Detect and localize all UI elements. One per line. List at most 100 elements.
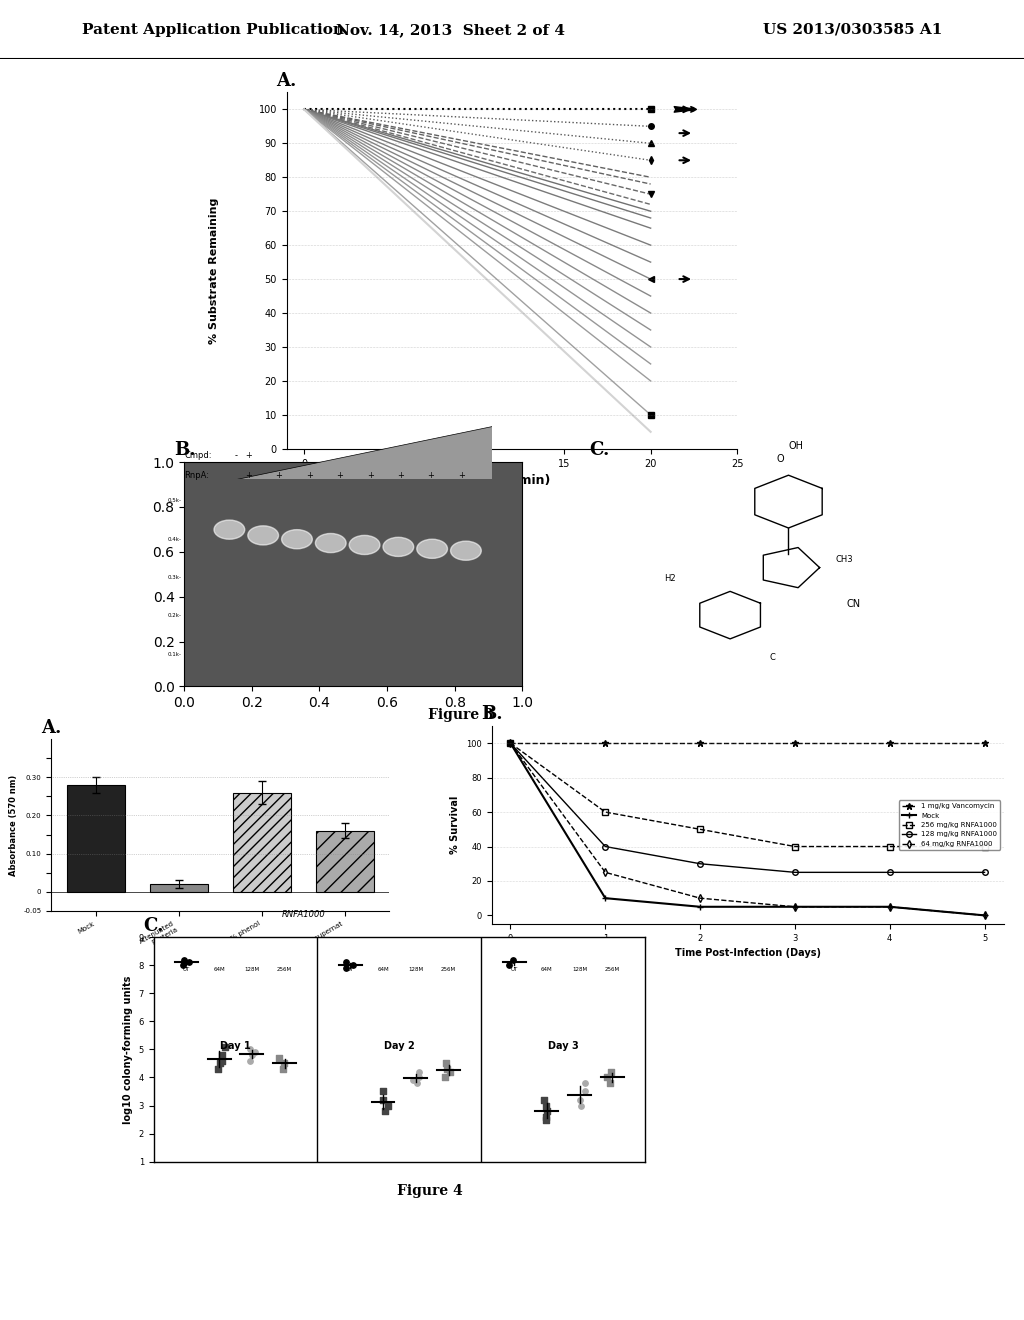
Text: RNFA1000: RNFA1000 [282, 909, 325, 919]
Point [538, 1109, 554, 1130]
Point [212, 1053, 228, 1074]
Point [539, 1101, 555, 1122]
Text: Day 3: Day 3 [548, 1041, 579, 1052]
Point [338, 957, 354, 978]
Text: OH: OH [788, 441, 804, 451]
Line: 128 mg/kg RNFA1000: 128 mg/kg RNFA1000 [508, 741, 987, 875]
Point [411, 1061, 427, 1082]
Text: +: + [458, 471, 465, 479]
Text: A.: A. [41, 718, 61, 737]
Circle shape [349, 536, 380, 554]
Line: 64 mg/kg RNFA1000: 64 mg/kg RNFA1000 [508, 741, 987, 919]
Mock [788, 899, 801, 915]
Text: Figure 4: Figure 4 [397, 1184, 463, 1197]
Point [411, 1067, 427, 1088]
Text: -   +: - + [234, 451, 253, 459]
Text: Figure 3: Figure 3 [428, 709, 494, 722]
Point [217, 1036, 233, 1057]
Point [242, 1051, 258, 1072]
1 mg/kg Vancomycin [978, 735, 990, 751]
Bar [150, 884, 208, 892]
Point [175, 954, 191, 975]
Text: RnpA:: RnpA: [184, 471, 209, 479]
Text: Day 1: Day 1 [220, 1041, 251, 1052]
Text: 0.2k-: 0.2k- [168, 614, 182, 618]
Text: 64M: 64M [541, 966, 553, 972]
Point [275, 1059, 292, 1080]
Text: 128M: 128M [572, 966, 587, 972]
64 mg/kg RNFA1000 [694, 890, 707, 906]
Text: O: O [777, 454, 784, 465]
128 mg/kg RNFA1000 [694, 855, 707, 871]
Point [213, 1051, 229, 1072]
128 mg/kg RNFA1000 [599, 838, 611, 854]
Circle shape [451, 541, 481, 560]
Text: Cmpd:: Cmpd: [184, 451, 212, 459]
Text: US 2013/0303585 A1: US 2013/0303585 A1 [763, 22, 942, 37]
Text: 128M: 128M [245, 966, 259, 972]
Text: 256M: 256M [278, 966, 292, 972]
Mock [978, 907, 990, 923]
Text: 0.4k-: 0.4k- [168, 537, 182, 541]
Point [603, 1061, 620, 1082]
1 mg/kg Vancomycin [694, 735, 707, 751]
Point [379, 1096, 395, 1117]
Text: H2: H2 [664, 574, 676, 583]
256 mg/kg RNFA1000 [599, 804, 611, 820]
Legend: 1 mg/kg Vancomycin, Mock, 256 mg/kg RNFA1000, 128 mg/kg RNFA1000, 64 mg/kg RNFA1: 1 mg/kg Vancomycin, Mock, 256 mg/kg RNFA… [899, 800, 1000, 850]
128 mg/kg RNFA1000 [788, 865, 801, 880]
Text: +: + [428, 471, 434, 479]
Point [375, 1081, 391, 1102]
Mock [599, 890, 611, 906]
Line: 256 mg/kg RNFA1000: 256 mg/kg RNFA1000 [508, 741, 987, 849]
Text: 0.1k-: 0.1k- [168, 652, 182, 656]
Text: 256M: 256M [605, 966, 620, 972]
Text: 256M: 256M [441, 966, 456, 972]
Text: C.: C. [143, 916, 164, 935]
Mock [884, 899, 896, 915]
Point [338, 952, 354, 973]
Text: 128M: 128M [409, 966, 423, 972]
Point [538, 1096, 554, 1117]
Mock [694, 899, 707, 915]
Circle shape [282, 529, 312, 549]
Point [437, 1067, 454, 1088]
Text: +: + [245, 471, 252, 479]
Point [377, 1101, 393, 1122]
Text: +: + [397, 471, 404, 479]
Point [602, 1072, 618, 1093]
Text: UT: UT [346, 966, 354, 972]
Point [538, 1106, 554, 1127]
Point [578, 1072, 594, 1093]
Point [406, 1069, 422, 1090]
64 mg/kg RNFA1000 [599, 865, 611, 880]
Text: +: + [275, 471, 283, 479]
Point [599, 1067, 615, 1088]
Point [243, 1039, 259, 1060]
Point [181, 952, 198, 973]
1 mg/kg Vancomycin [884, 735, 896, 751]
Text: 64M: 64M [377, 966, 389, 972]
Point [175, 949, 191, 970]
Text: +: + [336, 471, 343, 479]
1 mg/kg Vancomycin [599, 735, 611, 751]
Point [577, 1081, 593, 1102]
Text: 0.5k-: 0.5k- [168, 499, 182, 503]
Text: A.: A. [276, 71, 297, 90]
Point [214, 1044, 230, 1065]
256 mg/kg RNFA1000 [788, 838, 801, 854]
X-axis label: Time Post-Infection (Days): Time Post-Infection (Days) [675, 948, 820, 958]
Text: UT: UT [182, 966, 190, 972]
Circle shape [214, 520, 245, 540]
Text: +: + [306, 471, 313, 479]
Text: 64M: 64M [213, 966, 225, 972]
256 mg/kg RNFA1000 [884, 838, 896, 854]
Circle shape [383, 537, 414, 557]
Point [375, 1089, 391, 1110]
256 mg/kg RNFA1000 [978, 838, 990, 854]
Point [247, 1041, 263, 1063]
Point [573, 1096, 590, 1117]
128 mg/kg RNFA1000 [884, 865, 896, 880]
Y-axis label: log10 colony-forming units: log10 colony-forming units [123, 975, 133, 1123]
Text: Nov. 14, 2013  Sheet 2 of 4: Nov. 14, 2013 Sheet 2 of 4 [336, 22, 565, 37]
